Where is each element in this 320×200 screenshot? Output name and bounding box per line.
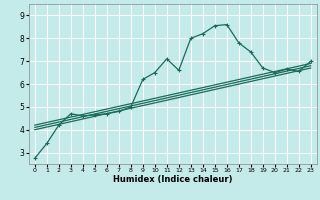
X-axis label: Humidex (Indice chaleur): Humidex (Indice chaleur): [113, 175, 233, 184]
